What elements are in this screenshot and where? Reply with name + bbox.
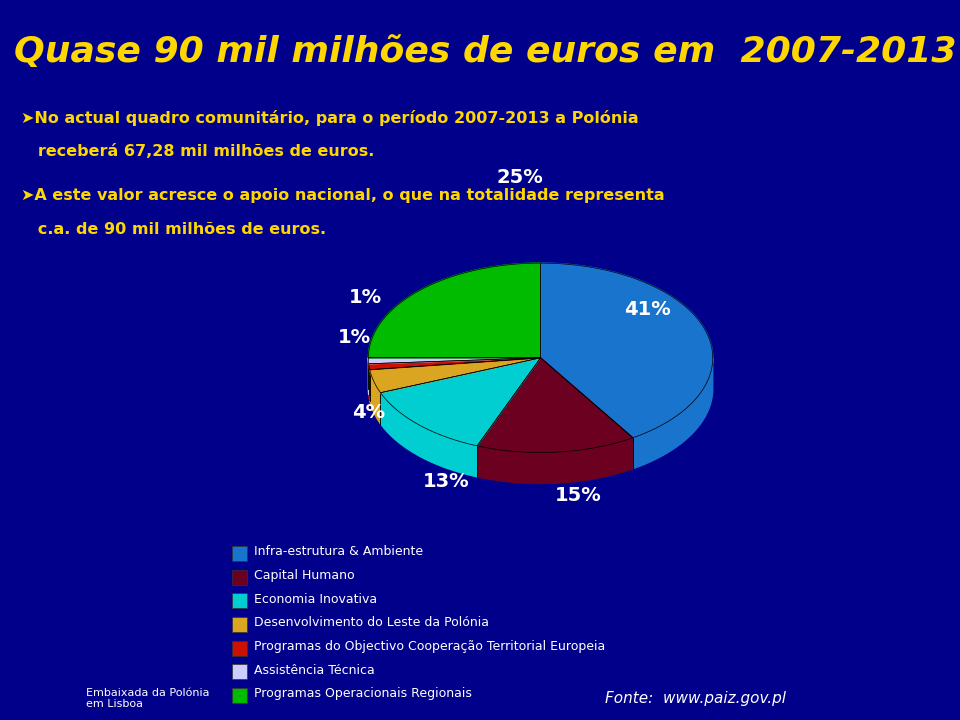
Text: Infra-estrutura & Ambiente: Infra-estrutura & Ambiente (253, 545, 423, 558)
Text: receberá 67,28 mil milhões de euros.: receberá 67,28 mil milhões de euros. (21, 144, 374, 159)
Text: Capital Humano: Capital Humano (253, 569, 354, 582)
Polygon shape (540, 263, 712, 438)
Text: Quase 90 mil milhões de euros em  2007-2013: Quase 90 mil milhões de euros em 2007-20… (14, 35, 957, 69)
Bar (231, 688, 247, 703)
Text: Economia Inovativa: Economia Inovativa (253, 593, 377, 606)
Text: 13%: 13% (422, 472, 469, 491)
Text: ➤A este valor acresce o apoio nacional, o que na totalidade representa: ➤A este valor acresce o apoio nacional, … (21, 188, 664, 203)
Text: 1%: 1% (338, 328, 372, 346)
Text: Fonte:  www.paiz.gov.pl: Fonte: www.paiz.gov.pl (605, 691, 786, 706)
Bar (231, 641, 247, 656)
Text: Embaixada da Polónia
em Lisboa: Embaixada da Polónia em Lisboa (86, 688, 210, 709)
Polygon shape (380, 392, 477, 477)
Text: 15%: 15% (555, 486, 602, 505)
Polygon shape (633, 358, 712, 469)
Bar (231, 665, 247, 679)
Polygon shape (380, 358, 540, 446)
Polygon shape (370, 358, 540, 392)
Bar (231, 617, 247, 632)
Text: Desenvolvimento do Leste da Polónia: Desenvolvimento do Leste da Polónia (253, 616, 489, 629)
Bar (231, 546, 247, 561)
Polygon shape (369, 263, 540, 358)
Polygon shape (477, 438, 633, 484)
Polygon shape (369, 358, 540, 369)
Polygon shape (477, 358, 633, 452)
Polygon shape (370, 369, 380, 423)
Polygon shape (369, 364, 370, 400)
Text: 41%: 41% (624, 300, 671, 319)
Polygon shape (369, 358, 540, 364)
Text: ➤No actual quadro comunitário, para o período 2007-2013 a Polónia: ➤No actual quadro comunitário, para o pe… (21, 110, 638, 126)
Text: Programas do Objectivo Cooperação Territorial Europeia: Programas do Objectivo Cooperação Territ… (253, 640, 605, 653)
Text: 1%: 1% (348, 288, 381, 307)
Bar (231, 570, 247, 585)
Text: Assistência Técnica: Assistência Técnica (253, 664, 374, 677)
Bar (231, 593, 247, 608)
Text: 4%: 4% (351, 403, 385, 423)
Text: 25%: 25% (496, 168, 543, 186)
Text: Programas Operacionais Regionais: Programas Operacionais Regionais (253, 688, 471, 701)
Text: c.a. de 90 mil milhões de euros.: c.a. de 90 mil milhões de euros. (21, 222, 325, 237)
